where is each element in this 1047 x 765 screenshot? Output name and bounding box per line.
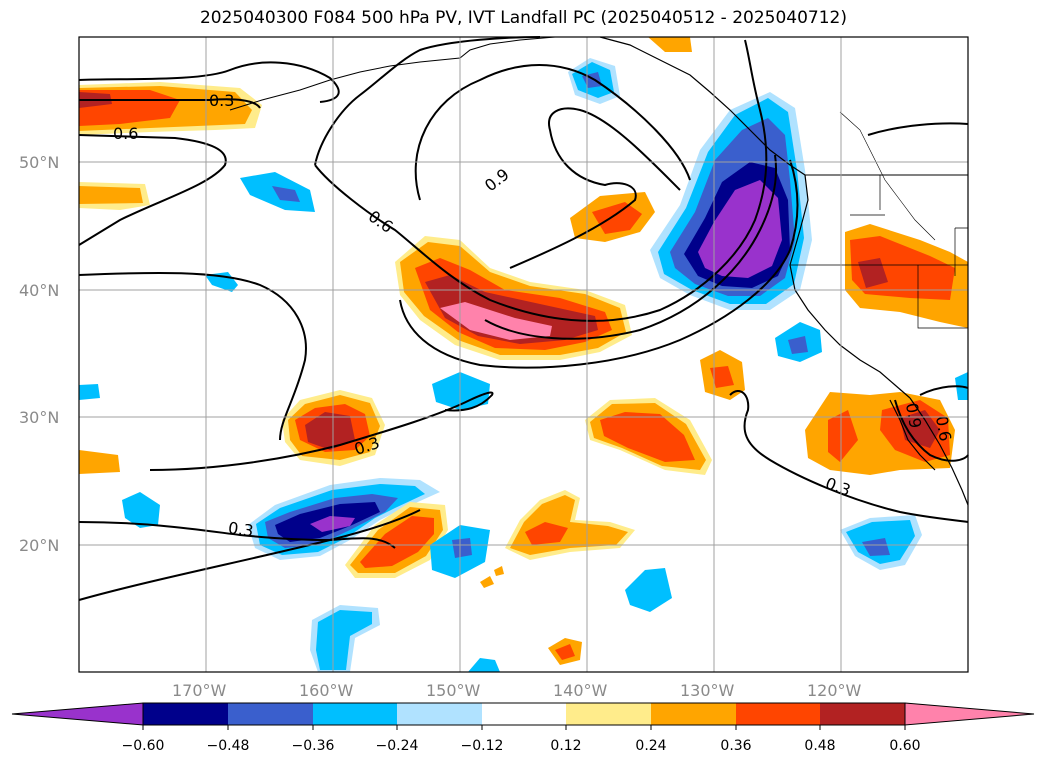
colorbar-tick-labels: −0.60 −0.48 −0.36 −0.24 −0.12 0.12 0.24 … bbox=[122, 738, 921, 754]
lon-label-130w: 130°W bbox=[680, 681, 735, 700]
contour-0.3-south bbox=[78, 521, 396, 549]
contour-0.3-west bbox=[78, 271, 307, 441]
map-frame bbox=[78, 36, 969, 673]
shade-east-orange-40N bbox=[845, 224, 968, 328]
alaska-coastline bbox=[229, 36, 556, 111]
state-borders bbox=[790, 175, 968, 329]
contour-label: 0.9 bbox=[481, 165, 513, 196]
colorbar-bin bbox=[736, 703, 820, 725]
colorbar-tick-label: 0.12 bbox=[550, 738, 581, 754]
colorbar-tick-label: 0.24 bbox=[635, 738, 666, 754]
contour-0.3-loop bbox=[149, 391, 494, 471]
lon-label-160w: 160°W bbox=[299, 681, 354, 700]
map-title: 2025040300 F084 500 hPa PV, IVT Landfall… bbox=[199, 8, 847, 28]
shade-central-band bbox=[395, 236, 632, 360]
contour-label: 0.6 bbox=[113, 124, 138, 143]
contour-layer bbox=[78, 36, 969, 601]
colorbar-extend-left bbox=[11, 702, 144, 726]
shade-orange-12N bbox=[548, 638, 582, 665]
us-west-coastline bbox=[789, 174, 911, 399]
shade-top-orange bbox=[648, 37, 692, 52]
colorbar-bin bbox=[228, 703, 313, 725]
contour-0.3-sw bbox=[78, 509, 421, 601]
shade-blue-32N bbox=[432, 372, 490, 410]
lon-labels: 170°W 160°W 150°W 140°W 130°W 120°W bbox=[172, 681, 862, 700]
shade-orange-34N bbox=[700, 350, 745, 400]
shade-w-orange-28N bbox=[79, 450, 120, 474]
baja-coastline bbox=[909, 397, 969, 506]
lat-labels: 50°N 40°N 30°N 20°N bbox=[19, 153, 59, 555]
colorbar-extend-right bbox=[904, 702, 1035, 726]
coastline-layer bbox=[229, 36, 969, 506]
colorbar-bin bbox=[482, 703, 566, 725]
lat-label-30n: 30°N bbox=[19, 408, 59, 427]
lat-label-40n: 40°N bbox=[19, 281, 59, 300]
contour-label: 0.3 bbox=[227, 518, 255, 540]
colorbar-frame bbox=[142, 702, 906, 726]
lon-label-150w: 150°W bbox=[426, 681, 481, 700]
contour-label: 0.6 bbox=[932, 414, 955, 442]
baja-west-coastline bbox=[889, 399, 936, 471]
contour-0.9-center bbox=[484, 154, 778, 340]
lat-label-20n: 20°N bbox=[19, 536, 59, 555]
shading-layer bbox=[79, 37, 968, 672]
shade-blue-57N bbox=[568, 58, 620, 104]
lon-label-170w: 170°W bbox=[172, 681, 227, 700]
colorbar-bin bbox=[566, 703, 651, 725]
lon-label-120w: 120°W bbox=[807, 681, 862, 700]
colorbar-tick-label: 0.48 bbox=[804, 738, 835, 754]
contour-0.9-inner bbox=[509, 107, 681, 269]
lat-label-50n: 50°N bbox=[19, 153, 59, 172]
contour-baja-loop bbox=[894, 385, 969, 462]
shade-blue-51N bbox=[240, 172, 315, 212]
shade-blue-37N bbox=[775, 322, 822, 362]
colorbar-bin bbox=[143, 703, 228, 725]
colorbar-tick-label: −0.48 bbox=[207, 738, 250, 754]
shade-orange-20N bbox=[345, 502, 448, 578]
contour-label: 0.3 bbox=[209, 91, 234, 110]
colorbar-tick-label: −0.12 bbox=[461, 738, 504, 754]
colorbar-tick-label: 0.36 bbox=[720, 738, 751, 754]
gridlines bbox=[79, 37, 968, 672]
contour-label: 0.9 bbox=[902, 401, 925, 429]
colorbar-bin bbox=[313, 703, 397, 725]
interior-borders bbox=[839, 111, 936, 241]
colorbar-bin bbox=[820, 703, 905, 725]
shade-w-orange-48N bbox=[79, 182, 150, 210]
contour-east-top bbox=[867, 122, 969, 136]
canada-coastline bbox=[599, 36, 806, 176]
colorbar-tick-label: 0.60 bbox=[889, 738, 920, 754]
contour-0.3-east bbox=[729, 390, 969, 523]
contour-0.6-nw bbox=[78, 134, 227, 246]
colorbar-tick-label: −0.36 bbox=[292, 738, 335, 754]
shade-orange-21N bbox=[480, 490, 635, 588]
colorbar-tick-label: −0.60 bbox=[122, 738, 165, 754]
contour-0.6-lower bbox=[399, 159, 799, 369]
shade-coastal-negative bbox=[650, 92, 812, 310]
colorbar-bin bbox=[397, 703, 482, 725]
contour-label: 0.6 bbox=[365, 207, 397, 237]
colorbar: −0.60 −0.48 −0.36 −0.24 −0.12 0.12 0.24 … bbox=[11, 702, 1035, 754]
colorbar-bin bbox=[651, 703, 736, 725]
shade-blue-19N bbox=[840, 515, 922, 570]
contour-0.3-north2 bbox=[79, 98, 261, 109]
shade-orange-29N-east bbox=[585, 398, 712, 475]
colorbar-ticks bbox=[142, 725, 906, 730]
colorbar-tick-label: −0.24 bbox=[376, 738, 419, 754]
lon-label-140w: 140°W bbox=[553, 681, 608, 700]
contour-0.3-north bbox=[78, 61, 340, 103]
contour-0.9 bbox=[414, 64, 691, 201]
